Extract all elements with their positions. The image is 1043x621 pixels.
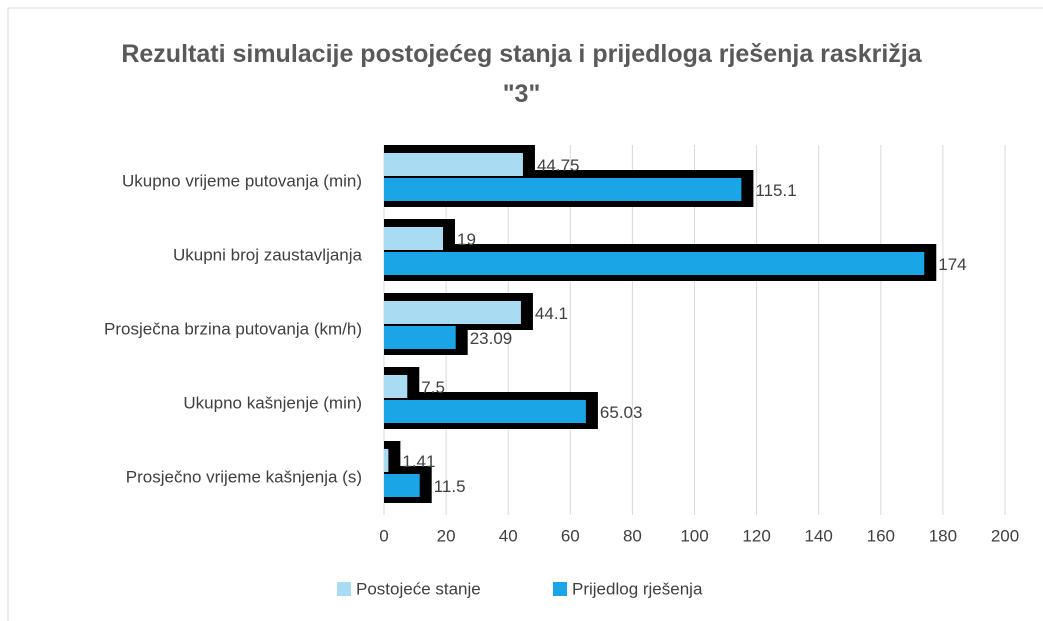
bar xyxy=(384,375,408,398)
x-tick-label: 40 xyxy=(499,526,518,545)
y-tick-label: Prosječno vrijeme kašnjenja (s) xyxy=(126,467,362,486)
bar xyxy=(384,153,523,176)
data-label: 11.5 xyxy=(434,477,466,496)
x-tick-label: 80 xyxy=(623,526,642,545)
bar xyxy=(384,449,389,472)
bar xyxy=(384,227,443,250)
data-label: 7.5 xyxy=(421,378,445,397)
data-label: 23.09 xyxy=(470,329,513,348)
chart-title: Rezultati simulacije postojećeg stanja i… xyxy=(121,40,922,108)
data-label: 44.75 xyxy=(537,156,580,175)
data-label: 1.41 xyxy=(402,452,435,471)
y-tick-label: Ukupni broj zaustavljanja xyxy=(173,245,363,264)
bar xyxy=(384,178,742,201)
x-tick-label: 120 xyxy=(742,526,770,545)
x-tick-label: 60 xyxy=(561,526,580,545)
legend-swatch xyxy=(337,582,351,596)
title-box: Rezultati simulacije postojećeg stanja i… xyxy=(0,34,1043,114)
bar xyxy=(384,474,420,497)
y-tick-label: Ukupno vrijeme putovanja (min) xyxy=(122,171,362,190)
bar xyxy=(384,252,925,275)
x-tick-label: 100 xyxy=(680,526,708,545)
x-tick-label: 200 xyxy=(991,526,1019,545)
y-tick-label: Prosječna brzina putovanja (km/h) xyxy=(104,319,362,338)
legend-swatch xyxy=(553,582,567,596)
x-tick-label: 0 xyxy=(379,526,388,545)
data-label: 115.1 xyxy=(755,181,796,200)
bar xyxy=(384,326,456,349)
bar xyxy=(384,301,521,324)
chart-frame xyxy=(7,7,1043,621)
data-label: 174 xyxy=(938,255,966,274)
data-label: 19 xyxy=(457,230,476,249)
x-tick-label: 20 xyxy=(437,526,456,545)
x-tick-label: 140 xyxy=(805,526,833,545)
data-label: 44.1 xyxy=(535,304,568,323)
x-tick-label: 180 xyxy=(929,526,957,545)
legend-label: Prijedlog rješenja xyxy=(572,579,703,598)
x-tick-label: 160 xyxy=(867,526,895,545)
y-tick-label: Ukupno kašnjenje (min) xyxy=(183,393,362,412)
legend-label: Postojeće stanje xyxy=(356,579,481,598)
data-label: 65.03 xyxy=(600,403,643,422)
bar xyxy=(384,400,586,423)
